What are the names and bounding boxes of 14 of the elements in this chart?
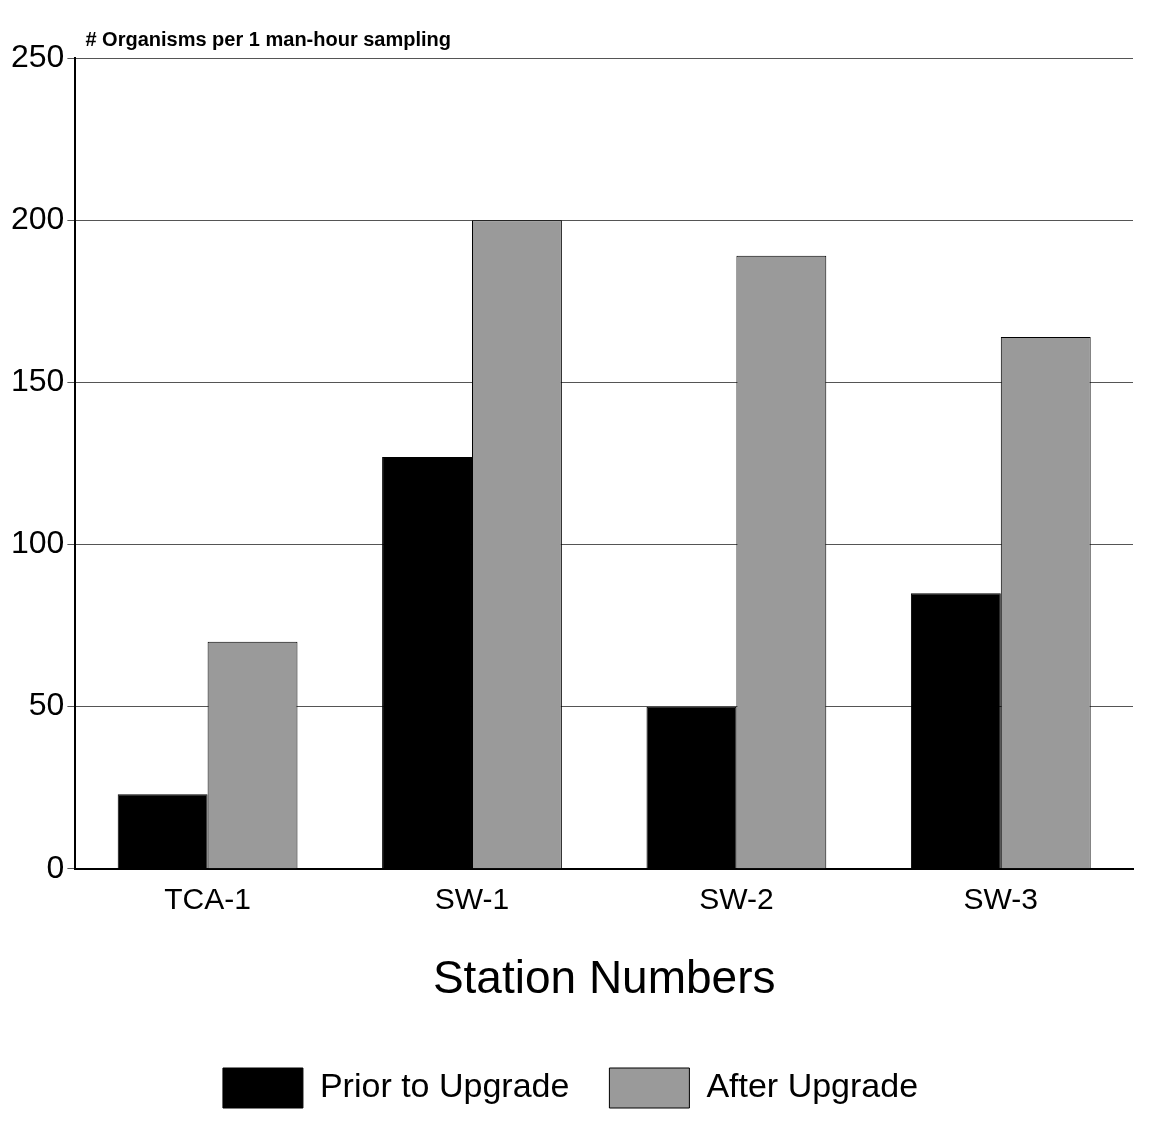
legend-label: Prior to Upgrade [319,1066,570,1105]
y-tick-label: 150 [11,362,65,399]
y-tick-label: 50 [28,686,65,723]
x-tick-label: SW-3 [963,882,1039,916]
y-tick-label: 100 [11,524,65,561]
x-tick-label: SW-1 [434,882,510,916]
x-axis-title: Station Numbers [432,951,776,1004]
x-tick-label: SW-2 [699,882,774,916]
y-tick-label: 250 [11,37,65,74]
legend-label: After Upgrade [706,1066,919,1105]
y-tick-label: 200 [11,199,65,236]
y-tick-label: 0 [46,848,65,885]
x-tick-label: TCA-1 [164,882,251,916]
y-axis-title: # Organisms per 1 man-hour sampling [85,27,452,50]
